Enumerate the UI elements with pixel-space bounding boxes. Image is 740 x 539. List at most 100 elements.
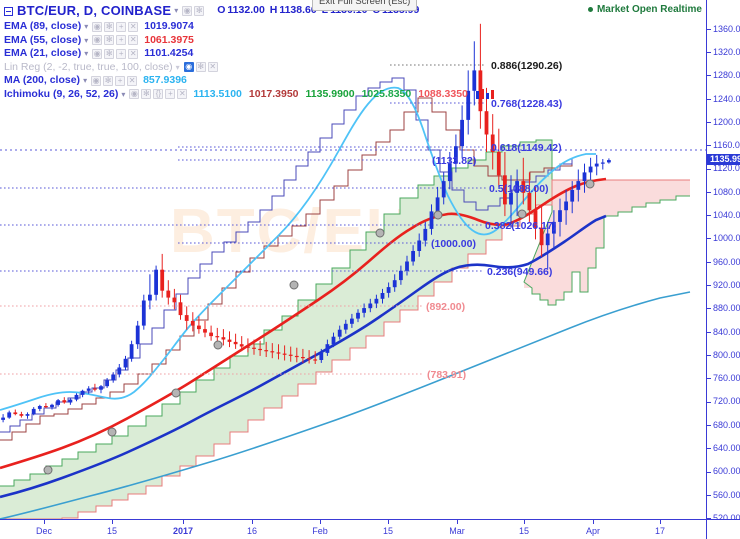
ichimoku-span-b: [0, 179, 690, 519]
candle-body: [331, 336, 336, 345]
candle-body: [594, 163, 599, 167]
candle-body: [68, 399, 73, 403]
candle-body: [509, 192, 513, 205]
indicator-name[interactable]: EMA (89, close): [4, 20, 82, 32]
legend-title-row[interactable]: BTC/EUR, D, COINBASE ▾ ◉ ✻ O 1132.00 H 113…: [4, 3, 495, 19]
time-tick-mark: [320, 520, 321, 524]
ema-55-line: [0, 177, 607, 470]
indicator-row-3[interactable]: Lin Reg (2, -2, true, true, 100, close) ▾…: [4, 61, 495, 75]
fib-label-8[interactable]: (892.00): [426, 301, 466, 313]
price-tick: 960.00: [707, 257, 740, 267]
candle-body: [135, 325, 140, 345]
close-icon[interactable]: ✕: [207, 62, 218, 73]
eye-icon[interactable]: ◉: [92, 35, 103, 46]
close-icon[interactable]: ✕: [127, 75, 138, 86]
fib-label-1[interactable]: 0.768(1228.43): [491, 98, 563, 110]
exit-fullscreen-tooltip[interactable]: Exit Full Screen (Esc): [312, 0, 418, 11]
candle-body: [19, 414, 24, 416]
candlestick-series: [1, 23, 611, 423]
plus-icon[interactable]: +: [116, 35, 127, 46]
chevron-down-icon[interactable]: ▾: [83, 76, 88, 85]
fib-label-0[interactable]: 0.886(1290.26): [491, 60, 563, 72]
fib-label-5[interactable]: 0.382(1026.17): [485, 220, 557, 232]
plus-icon[interactable]: +: [116, 48, 127, 59]
indicator-row-2[interactable]: EMA (21, close) ▾ ◉ ✻ + ✕ 1101.4254: [4, 47, 495, 61]
candle-body: [227, 339, 232, 342]
candle-body: [484, 111, 489, 135]
price-tick: 1040.00: [707, 211, 740, 220]
plus-icon[interactable]: +: [115, 75, 126, 86]
fib-label-7[interactable]: 0.236(949.66): [487, 266, 553, 278]
minus-square-icon[interactable]: [4, 6, 13, 16]
fib-label-6[interactable]: (1000.00): [431, 238, 476, 250]
indicator-row-4[interactable]: MA (200, close) ▾ ◉ ✻ + ✕ 857.9396: [4, 74, 495, 88]
fib-label-9[interactable]: (783.91): [427, 369, 467, 381]
eye-icon[interactable]: ◉: [91, 75, 102, 86]
indicator-row-1[interactable]: EMA (55, close) ▾ ◉ ✻ + ✕ 1061.3975: [4, 34, 495, 48]
candle-body: [37, 406, 42, 409]
chevron-down-icon[interactable]: ▾: [84, 35, 89, 45]
fib-label-2[interactable]: 0.618(1149.42): [491, 142, 562, 154]
gear-icon[interactable]: ✻: [194, 6, 205, 16]
indicator-row-5[interactable]: Ichimoku (9, 26, 52, 26) ▾ ◉ ✻{} + ✕ 1113.5100…: [4, 88, 495, 102]
chevron-down-icon[interactable]: ▾: [174, 6, 179, 16]
symbol-title[interactable]: BTC/EUR, D, COINBASE: [17, 3, 172, 19]
close-icon[interactable]: ✕: [177, 89, 188, 100]
time-tick-label: Feb: [312, 526, 328, 536]
indicator-legend-rows: EMA (89, close) ▾ ◉ ✻ + ✕ 1019.9074 EMA (55, cl…: [4, 20, 495, 101]
time-tick-mark: [44, 520, 45, 524]
eye-icon[interactable]: ◉: [183, 62, 194, 73]
candle-body: [203, 329, 207, 333]
chevron-down-icon[interactable]: ▾: [84, 49, 89, 58]
indicator-name[interactable]: EMA (55, close): [4, 33, 82, 46]
gear-icon[interactable]: ✻: [104, 48, 115, 59]
eye-icon[interactable]: ◉: [92, 21, 103, 32]
indicator-name[interactable]: EMA (21, close): [4, 47, 82, 59]
plus-icon[interactable]: +: [165, 89, 176, 100]
close-icon[interactable]: ✕: [128, 21, 139, 32]
chevron-down-icon[interactable]: ▾: [175, 62, 180, 72]
close-icon[interactable]: ✕: [128, 35, 139, 46]
gear-icon[interactable]: ✻: [104, 21, 115, 32]
close-icon[interactable]: ✕: [128, 48, 139, 59]
indicator-name[interactable]: Lin Reg (2, -2, true, true, 100, close): [4, 60, 173, 73]
fib-label-4[interactable]: 0.5(1088.00): [489, 183, 549, 195]
indicator-value: 1061.3975: [144, 33, 194, 46]
gear-icon[interactable]: ✻: [195, 62, 206, 73]
chart-plot-area[interactable]: BTC/EUR: [0, 0, 706, 519]
price-tick: 1080.00: [707, 187, 740, 197]
time-tick-mark: [524, 520, 525, 524]
gear-icon[interactable]: ✻: [141, 89, 152, 100]
candle-body: [141, 300, 146, 326]
ichimoku-span-a: [0, 139, 690, 487]
price-tick: 520.00: [707, 514, 740, 523]
time-axis[interactable]: Dec 15 2017 16 Feb 15 Mar 15 Apr 17: [0, 519, 706, 539]
chevron-down-icon[interactable]: ▾: [121, 89, 126, 99]
fib-label-3[interactable]: (1133.82): [432, 155, 477, 167]
candle-body: [343, 323, 348, 330]
indicator-value: 1025.8350: [361, 87, 412, 100]
indicator-buttons: ◉ ✻ + ✕: [92, 35, 139, 46]
candle-body: [417, 240, 422, 251]
chevron-down-icon[interactable]: ▾: [84, 22, 89, 31]
eye-icon[interactable]: ◉: [129, 89, 140, 100]
candle-body: [50, 404, 54, 408]
price-tick: 680.00: [707, 420, 740, 430]
braces-icon[interactable]: {}: [153, 89, 164, 100]
indicator-name[interactable]: MA (200, close): [4, 74, 81, 86]
indicator-name[interactable]: Ichimoku (9, 26, 52, 26): [4, 87, 119, 100]
eye-icon[interactable]: ◉: [92, 48, 103, 59]
plus-icon[interactable]: +: [116, 21, 127, 32]
candle-body: [539, 227, 544, 246]
ema-89-line: [0, 214, 607, 499]
price-tick: 800.00: [707, 350, 740, 360]
candle-body: [405, 261, 409, 271]
indicator-row-0[interactable]: EMA (89, close) ▾ ◉ ✻ + ✕ 1019.9074: [4, 20, 495, 34]
price-axis[interactable]: 1360.00 1320.00 1280.00 1240.00 1200.00 1160.…: [706, 0, 740, 523]
gear-icon[interactable]: ✻: [104, 35, 115, 46]
candle-body: [111, 374, 116, 381]
indicator-buttons: ◉ ✻ + ✕: [92, 48, 139, 59]
eye-icon[interactable]: ◉: [182, 6, 193, 16]
candle-body: [490, 134, 495, 152]
gear-icon[interactable]: ✻: [103, 75, 114, 86]
